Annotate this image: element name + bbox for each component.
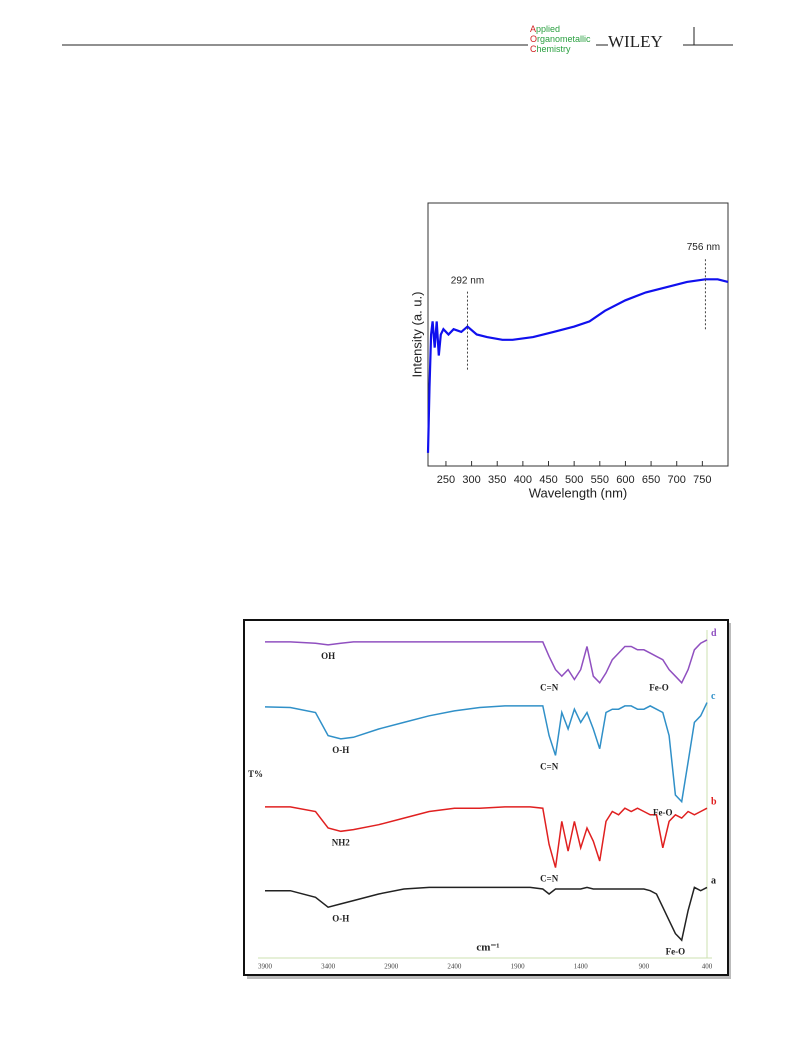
y-axis-label: Intensity (a. u.) (409, 292, 424, 378)
spectrum-line (264, 702, 708, 804)
x-tick-label: 2900 (384, 963, 399, 971)
band-label: O-H (332, 913, 349, 923)
figure-frame (243, 619, 729, 976)
band-label: Fe-O (649, 682, 669, 692)
peak-label: 292 nm (451, 275, 484, 286)
spectrum-line (265, 639, 708, 685)
x-tick-label: 650 (642, 474, 660, 486)
x-axis-label: Wavelength (nm) (529, 485, 628, 500)
x-tick-label: 1400 (574, 963, 589, 971)
journal-name: Applied (530, 24, 560, 34)
x-tick-label: 250 (437, 474, 455, 486)
spectrum-line (265, 886, 708, 942)
spectrum-line (265, 806, 708, 868)
x-tick-label: 400 (702, 963, 713, 971)
band-label: C=N (540, 761, 559, 771)
x-tick-label: 750 (693, 474, 711, 486)
publisher: WILEY (608, 32, 663, 51)
spectrum-line (426, 278, 729, 453)
plot-frame (427, 202, 729, 467)
band-label: C=N (540, 682, 559, 692)
x-tick-label: 550 (591, 474, 609, 486)
x-tick-label: 400 (514, 474, 532, 486)
x-axis-label: cm⁻¹ (476, 942, 499, 954)
journal-name: Organometallic (530, 34, 591, 44)
band-label: NH2 (332, 837, 351, 847)
band-label: Fe-O (653, 808, 673, 818)
x-tick-label: 3400 (321, 963, 336, 971)
journal-name: Chemistry (530, 44, 571, 54)
band-label: Fe-O (666, 946, 686, 956)
x-tick-label: 350 (488, 474, 506, 486)
series-label: a (711, 876, 716, 887)
band-label: O-H (332, 745, 349, 755)
x-tick-label: 2400 (447, 963, 462, 971)
band-label: OH (321, 651, 335, 661)
band-label: C=N (540, 874, 559, 884)
x-tick-label: 3900 (258, 963, 273, 971)
x-tick-label: 700 (668, 474, 686, 486)
series-label: c (711, 691, 716, 702)
x-tick-label: 300 (462, 474, 480, 486)
x-tick-label: 900 (639, 963, 650, 971)
series-label: d (711, 628, 717, 639)
series-label: b (711, 796, 717, 807)
x-tick-label: 600 (616, 474, 634, 486)
x-tick-label: 450 (539, 474, 557, 486)
x-tick-label: 500 (565, 474, 583, 486)
y-axis-label: T% (248, 769, 263, 779)
peak-label: 756 nm (687, 242, 720, 253)
x-tick-label: 1900 (511, 963, 526, 971)
